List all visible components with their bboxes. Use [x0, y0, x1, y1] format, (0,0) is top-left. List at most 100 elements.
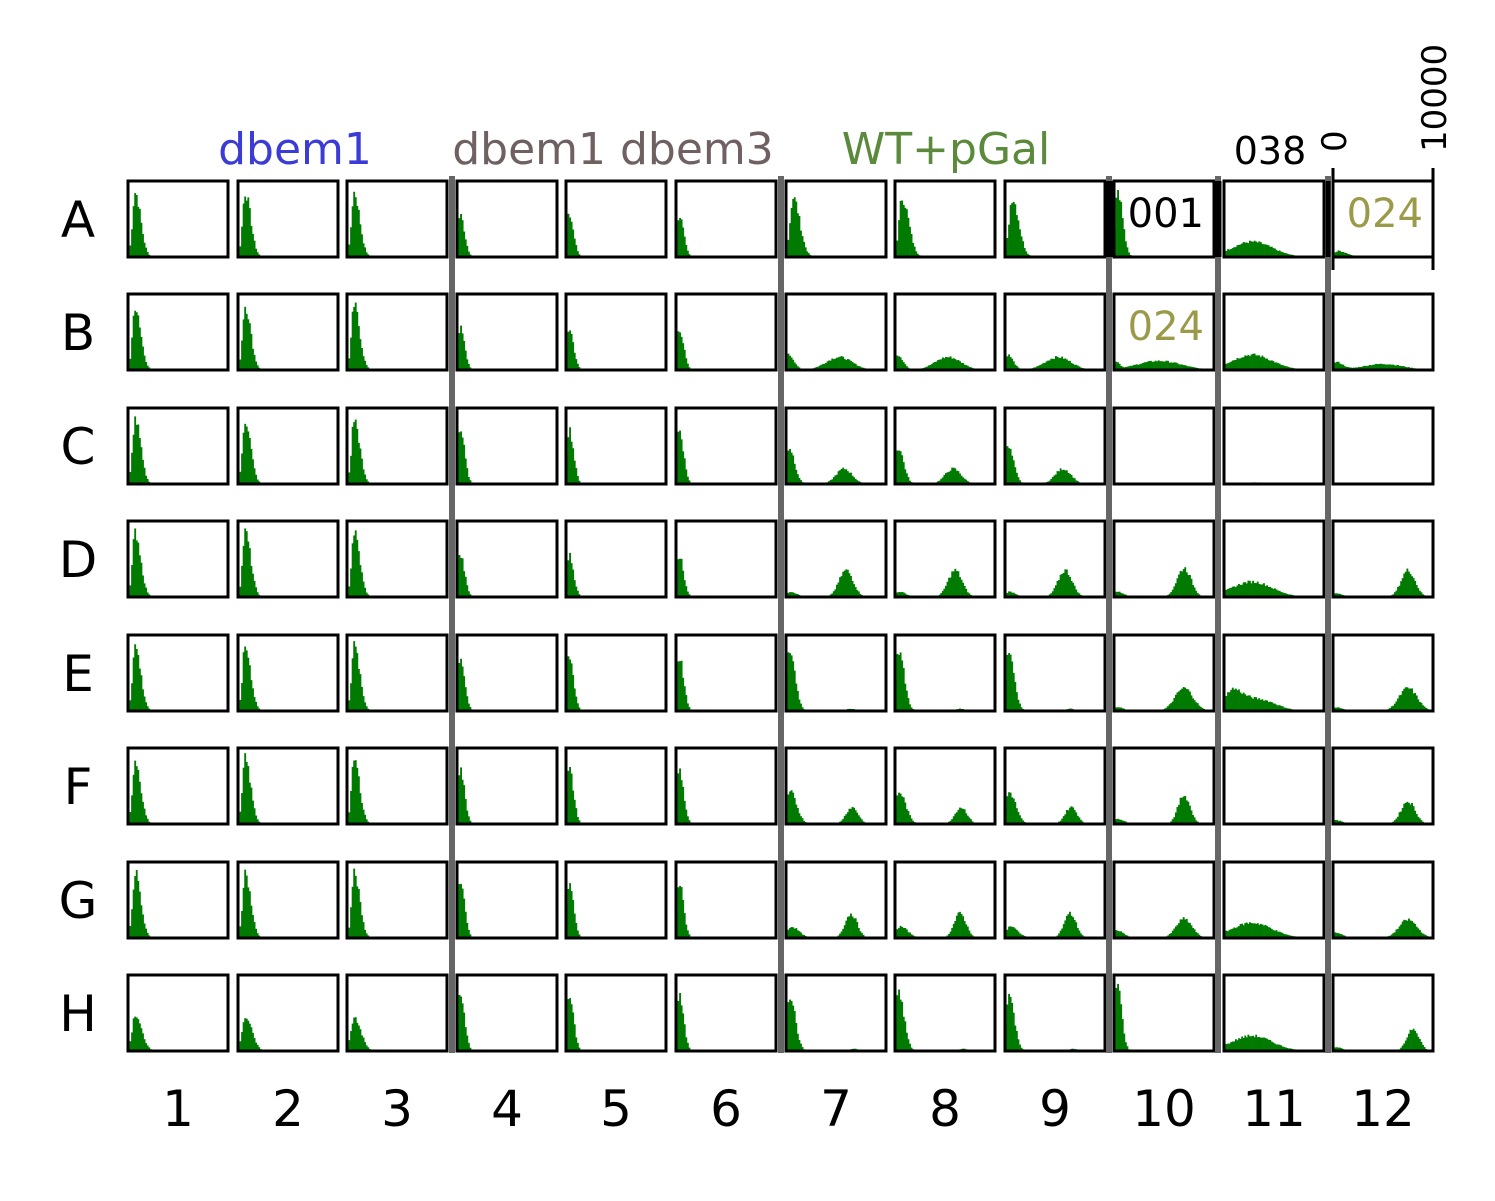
histogram-bar: [901, 360, 904, 370]
histogram-bar: [896, 592, 899, 597]
column-label-9: 9: [1039, 1080, 1071, 1138]
well-G4: [455, 860, 559, 940]
histogram-bar: [1015, 808, 1018, 824]
histogram-bar: [940, 478, 943, 484]
histogram-bar: [840, 468, 843, 484]
histogram-bar: [1069, 807, 1071, 824]
histogram-bar: [1261, 355, 1264, 370]
histogram-bar: [1184, 796, 1187, 824]
well-C1: [126, 406, 230, 486]
histogram-bar: [1400, 811, 1403, 824]
histogram-bar: [1339, 593, 1342, 597]
histogram-bar: [1128, 252, 1130, 257]
histogram-bar: [798, 931, 801, 938]
histogram-bar: [1070, 474, 1073, 484]
histogram-bar: [1264, 358, 1267, 370]
histogram-bar: [140, 222, 143, 257]
histogram-bar: [359, 224, 362, 257]
histogram-bar: [1115, 361, 1118, 370]
histogram-bar: [845, 814, 848, 824]
histogram-bar: [1364, 365, 1367, 370]
histogram-bar: [683, 1024, 686, 1051]
histogram-bar: [853, 363, 856, 370]
histogram-bar: [959, 807, 961, 824]
well-frame: [1112, 973, 1216, 1053]
histogram-bar: [1274, 930, 1276, 938]
histogram-bar: [1400, 694, 1403, 711]
histogram-bar: [1263, 357, 1265, 370]
histogram-bar: [466, 1035, 469, 1051]
histogram-bar: [954, 920, 957, 938]
histogram-bar: [851, 580, 854, 597]
histogram-bar: [138, 1023, 141, 1051]
histogram-bar: [1126, 1046, 1129, 1051]
histogram-bar: [364, 702, 367, 711]
histogram-bar: [578, 480, 581, 484]
histogram-bar: [576, 930, 579, 938]
histogram-bar: [576, 363, 579, 370]
histogram-bar: [968, 366, 971, 370]
histogram-bar: [1337, 933, 1340, 938]
histogram-bar: [1404, 802, 1407, 824]
well-A7: [784, 179, 888, 259]
histogram-bar: [1115, 930, 1118, 938]
histogram-bar: [1227, 249, 1229, 257]
histogram-bar: [256, 592, 259, 597]
histogram-bar: [1195, 702, 1198, 711]
histogram-bar: [353, 641, 356, 711]
histogram-bar: [362, 581, 365, 597]
histogram-bar: [1238, 358, 1240, 370]
well-frame: [345, 973, 449, 1053]
histogram-bar: [834, 475, 837, 484]
histogram-bar: [1337, 820, 1340, 824]
histogram-bar: [1228, 1043, 1231, 1051]
well-frame: [784, 633, 888, 713]
histogram-bar: [1171, 589, 1174, 597]
histogram-bar: [1372, 364, 1374, 370]
histogram-bar: [570, 333, 573, 370]
histogram-bar: [241, 683, 243, 711]
group-separator-marker: [1214, 181, 1222, 257]
histogram-bar: [357, 551, 360, 597]
histogram-bar: [134, 528, 137, 597]
histogram-bar: [1263, 700, 1265, 711]
histogram-bar: [832, 359, 835, 370]
histogram-bar: [253, 697, 256, 711]
histogram-bar: [255, 815, 258, 824]
histogram-bar: [351, 766, 354, 824]
histogram-bar: [1017, 477, 1020, 484]
histogram-bar: [1259, 923, 1262, 938]
histogram-bar: [902, 204, 905, 257]
well-G5: [564, 860, 668, 940]
well-frame: [893, 973, 997, 1053]
histogram-bar: [134, 416, 137, 484]
histogram-bar: [1008, 792, 1010, 824]
histogram-bar: [787, 353, 790, 370]
well-E7: [784, 633, 888, 713]
histogram-bar: [1277, 931, 1279, 938]
histogram-bar: [850, 913, 852, 938]
histogram-bar: [910, 1047, 913, 1051]
histogram-bar: [1187, 922, 1190, 938]
histogram-bar: [1347, 366, 1349, 370]
well-D10: [1112, 519, 1216, 599]
histogram-bar: [1179, 364, 1182, 370]
well-frame: [1112, 860, 1216, 940]
histogram-bar: [1401, 578, 1404, 597]
histogram-bar: [957, 912, 960, 938]
histogram-bar: [458, 333, 461, 370]
histogram-bar: [142, 914, 144, 938]
histogram-bar: [1037, 365, 1040, 370]
histogram-bar: [1398, 812, 1401, 824]
histogram-bar: [1225, 250, 1228, 257]
histogram-bar: [1339, 251, 1342, 257]
well-D2: [236, 519, 340, 599]
histogram-bar: [1245, 922, 1248, 938]
histogram-bar: [945, 356, 947, 370]
histogram-bar: [1255, 923, 1258, 938]
histogram-bar: [1061, 470, 1064, 484]
well-frame: [564, 292, 668, 372]
histogram-bar: [1139, 364, 1141, 370]
histogram-bar: [902, 462, 905, 484]
histogram-bar: [143, 923, 146, 938]
